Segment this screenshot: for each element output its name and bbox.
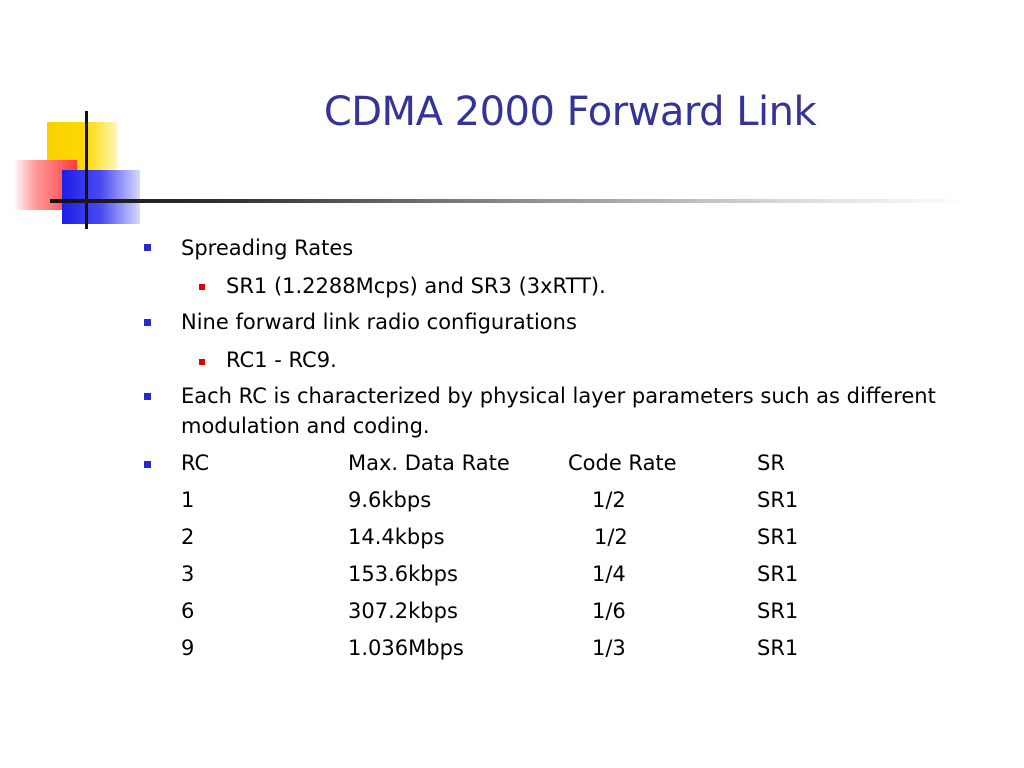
- blue-square: [62, 170, 140, 224]
- table-cell-data-rate: 9.6kbps: [348, 488, 432, 512]
- bullet-rc-characterized-line1: Each RC is characterized by physical lay…: [181, 384, 936, 408]
- table-cell-rc: 1: [181, 488, 195, 512]
- table-cell-code-rate: 1/2: [592, 488, 626, 512]
- bullet-marker-level1: [144, 461, 151, 468]
- bullet-marker-level1: [144, 244, 151, 251]
- slide-title: CDMA 2000 Forward Link: [323, 89, 817, 135]
- bullet-radio-configurations: Nine forward link radio configurations: [181, 310, 577, 334]
- decorative-logo: [0, 0, 160, 240]
- title-underline-rule: [50, 199, 970, 203]
- table-cell-sr: SR1: [757, 488, 799, 512]
- bullet-marker-level2: [199, 284, 205, 290]
- table-cell-rc: 3: [181, 562, 195, 586]
- bullet-marker-level1: [144, 319, 151, 326]
- table-cell-code-rate: 1/2: [594, 525, 628, 549]
- table-cell-code-rate: 1/3: [592, 636, 626, 660]
- bullet-sr-values: SR1 (1.2288Mcps) and SR3 (3xRTT).: [226, 274, 606, 298]
- bullet-marker-level2: [199, 359, 205, 365]
- bullet-rc-characterized-line2: modulation and coding.: [181, 414, 430, 438]
- table-header-code-rate: Code Rate: [568, 451, 677, 475]
- table-header-sr: SR: [757, 451, 785, 475]
- table-cell-data-rate: 307.2kbps: [348, 599, 458, 623]
- vertical-rule: [85, 111, 88, 229]
- table-cell-data-rate: 1.036Mbps: [348, 636, 464, 660]
- table-header-rc: RC: [181, 451, 210, 475]
- table-cell-sr: SR1: [757, 599, 799, 623]
- table-cell-data-rate: 14.4kbps: [348, 525, 445, 549]
- table-cell-rc: 9: [181, 636, 195, 660]
- bullet-spreading-rates: Spreading Rates: [181, 236, 354, 260]
- table-header-max-data-rate: Max. Data Rate: [348, 451, 510, 475]
- table-cell-rc: 2: [181, 525, 195, 549]
- bullet-marker-level1: [144, 393, 151, 400]
- table-cell-data-rate: 153.6kbps: [348, 562, 458, 586]
- table-cell-rc: 6: [181, 599, 195, 623]
- table-cell-sr: SR1: [757, 636, 799, 660]
- table-cell-code-rate: 1/6: [592, 599, 626, 623]
- bullet-rc-range: RC1 - RC9.: [226, 348, 337, 372]
- table-cell-sr: SR1: [757, 562, 799, 586]
- table-cell-sr: SR1: [757, 525, 799, 549]
- table-cell-code-rate: 1/4: [592, 562, 626, 586]
